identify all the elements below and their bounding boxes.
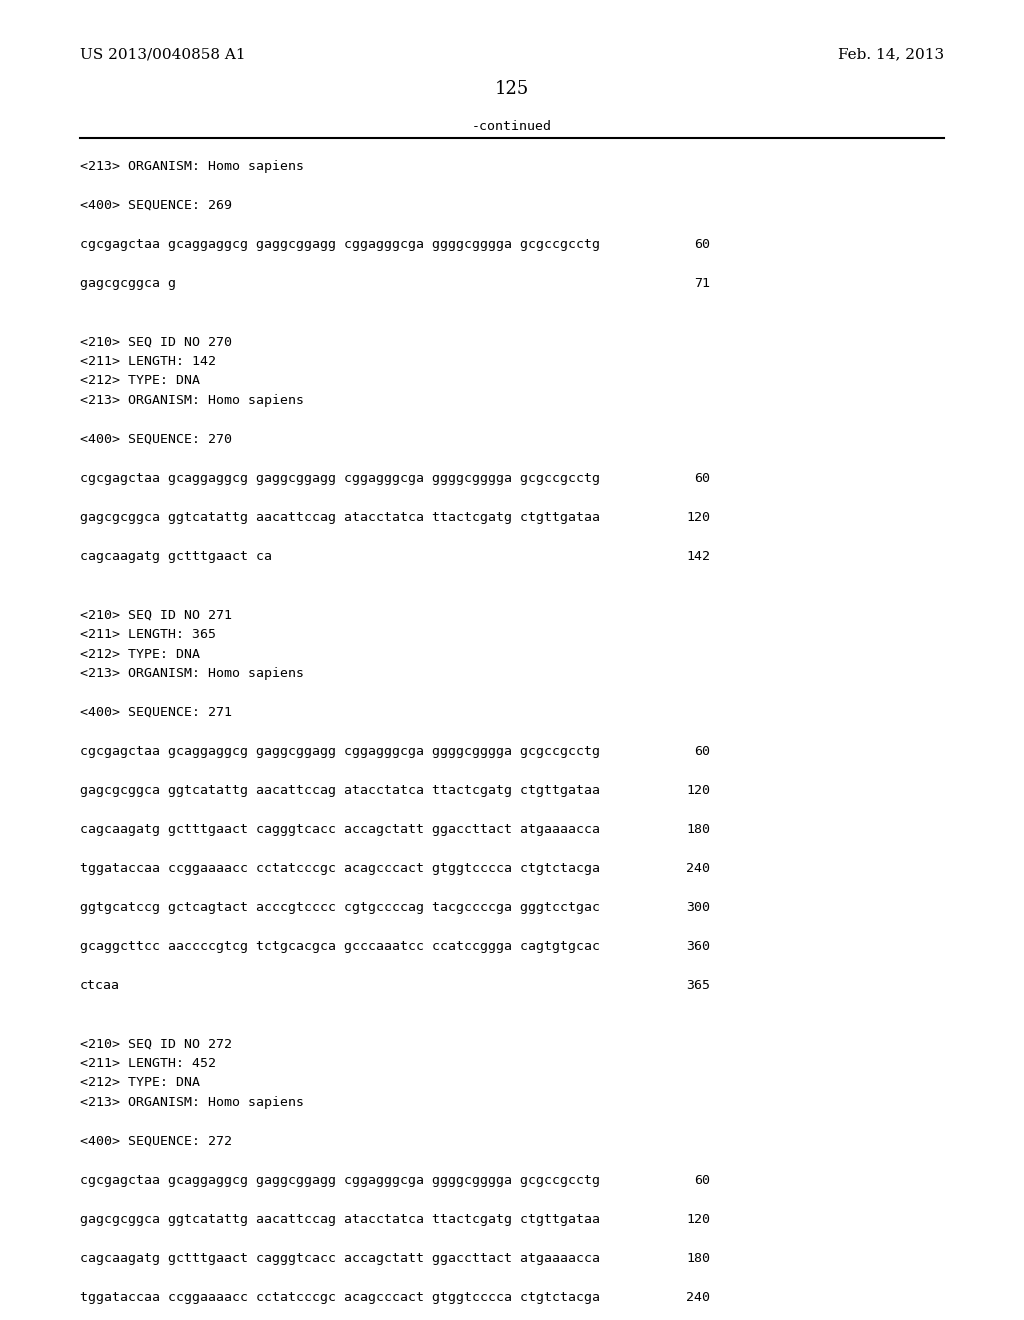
Text: 120: 120 <box>686 784 710 797</box>
Text: 60: 60 <box>694 473 710 484</box>
Text: 120: 120 <box>686 511 710 524</box>
Text: <213> ORGANISM: Homo sapiens: <213> ORGANISM: Homo sapiens <box>80 393 304 407</box>
Text: 60: 60 <box>694 744 710 758</box>
Text: -continued: -continued <box>472 120 552 133</box>
Text: 60: 60 <box>694 1173 710 1187</box>
Text: 360: 360 <box>686 940 710 953</box>
Text: <210> SEQ ID NO 271: <210> SEQ ID NO 271 <box>80 609 232 622</box>
Text: tggataccaa ccggaaaacc cctatcccgc acagcccact gtggtcccca ctgtctacga: tggataccaa ccggaaaacc cctatcccgc acagccc… <box>80 862 600 875</box>
Text: cagcaagatg gctttgaact ca: cagcaagatg gctttgaact ca <box>80 550 272 564</box>
Text: 120: 120 <box>686 1213 710 1226</box>
Text: cagcaagatg gctttgaact cagggtcacc accagctatt ggaccttact atgaaaacca: cagcaagatg gctttgaact cagggtcacc accagct… <box>80 1251 600 1265</box>
Text: <210> SEQ ID NO 272: <210> SEQ ID NO 272 <box>80 1038 232 1051</box>
Text: 60: 60 <box>694 238 710 251</box>
Text: tggataccaa ccggaaaacc cctatcccgc acagcccact gtggtcccca ctgtctacga: tggataccaa ccggaaaacc cctatcccgc acagccc… <box>80 1291 600 1304</box>
Text: gagcgcggca ggtcatattg aacattccag atacctatca ttactcgatg ctgttgataa: gagcgcggca ggtcatattg aacattccag ataccta… <box>80 1213 600 1226</box>
Text: cagcaagatg gctttgaact cagggtcacc accagctatt ggaccttact atgaaaacca: cagcaagatg gctttgaact cagggtcacc accagct… <box>80 822 600 836</box>
Text: 180: 180 <box>686 1251 710 1265</box>
Text: <210> SEQ ID NO 270: <210> SEQ ID NO 270 <box>80 335 232 348</box>
Text: <211> LENGTH: 452: <211> LENGTH: 452 <box>80 1057 216 1071</box>
Text: 300: 300 <box>686 902 710 913</box>
Text: 125: 125 <box>495 81 529 98</box>
Text: ctcaa: ctcaa <box>80 979 120 993</box>
Text: <213> ORGANISM: Homo sapiens: <213> ORGANISM: Homo sapiens <box>80 1096 304 1109</box>
Text: <400> SEQUENCE: 271: <400> SEQUENCE: 271 <box>80 706 232 719</box>
Text: <211> LENGTH: 365: <211> LENGTH: 365 <box>80 628 216 642</box>
Text: cgcgagctaa gcaggaggcg gaggcggagg cggagggcga ggggcgggga gcgccgcctg: cgcgagctaa gcaggaggcg gaggcggagg cggaggg… <box>80 744 600 758</box>
Text: <213> ORGANISM: Homo sapiens: <213> ORGANISM: Homo sapiens <box>80 667 304 680</box>
Text: US 2013/0040858 A1: US 2013/0040858 A1 <box>80 48 246 61</box>
Text: <211> LENGTH: 142: <211> LENGTH: 142 <box>80 355 216 368</box>
Text: <212> TYPE: DNA: <212> TYPE: DNA <box>80 648 200 660</box>
Text: ggtgcatccg gctcagtact acccgtcccc cgtgccccag tacgccccga gggtcctgac: ggtgcatccg gctcagtact acccgtcccc cgtgccc… <box>80 902 600 913</box>
Text: gagcgcggca ggtcatattg aacattccag atacctatca ttactcgatg ctgttgataa: gagcgcggca ggtcatattg aacattccag ataccta… <box>80 511 600 524</box>
Text: <213> ORGANISM: Homo sapiens: <213> ORGANISM: Homo sapiens <box>80 160 304 173</box>
Text: 142: 142 <box>686 550 710 564</box>
Text: Feb. 14, 2013: Feb. 14, 2013 <box>838 48 944 61</box>
Text: 240: 240 <box>686 1291 710 1304</box>
Text: gagcgcggca g: gagcgcggca g <box>80 277 176 290</box>
Text: gcaggcttcc aaccccgtcg tctgcacgca gcccaaatcc ccatccggga cagtgtgcac: gcaggcttcc aaccccgtcg tctgcacgca gcccaaa… <box>80 940 600 953</box>
Text: cgcgagctaa gcaggaggcg gaggcggagg cggagggcga ggggcgggga gcgccgcctg: cgcgagctaa gcaggaggcg gaggcggagg cggaggg… <box>80 238 600 251</box>
Text: <212> TYPE: DNA: <212> TYPE: DNA <box>80 375 200 388</box>
Text: 365: 365 <box>686 979 710 993</box>
Text: <400> SEQUENCE: 272: <400> SEQUENCE: 272 <box>80 1135 232 1148</box>
Text: <212> TYPE: DNA: <212> TYPE: DNA <box>80 1077 200 1089</box>
Text: 180: 180 <box>686 822 710 836</box>
Text: gagcgcggca ggtcatattg aacattccag atacctatca ttactcgatg ctgttgataa: gagcgcggca ggtcatattg aacattccag ataccta… <box>80 784 600 797</box>
Text: <400> SEQUENCE: 270: <400> SEQUENCE: 270 <box>80 433 232 446</box>
Text: 71: 71 <box>694 277 710 290</box>
Text: 240: 240 <box>686 862 710 875</box>
Text: <400> SEQUENCE: 269: <400> SEQUENCE: 269 <box>80 199 232 213</box>
Text: cgcgagctaa gcaggaggcg gaggcggagg cggagggcga ggggcgggga gcgccgcctg: cgcgagctaa gcaggaggcg gaggcggagg cggaggg… <box>80 1173 600 1187</box>
Text: cgcgagctaa gcaggaggcg gaggcggagg cggagggcga ggggcgggga gcgccgcctg: cgcgagctaa gcaggaggcg gaggcggagg cggaggg… <box>80 473 600 484</box>
